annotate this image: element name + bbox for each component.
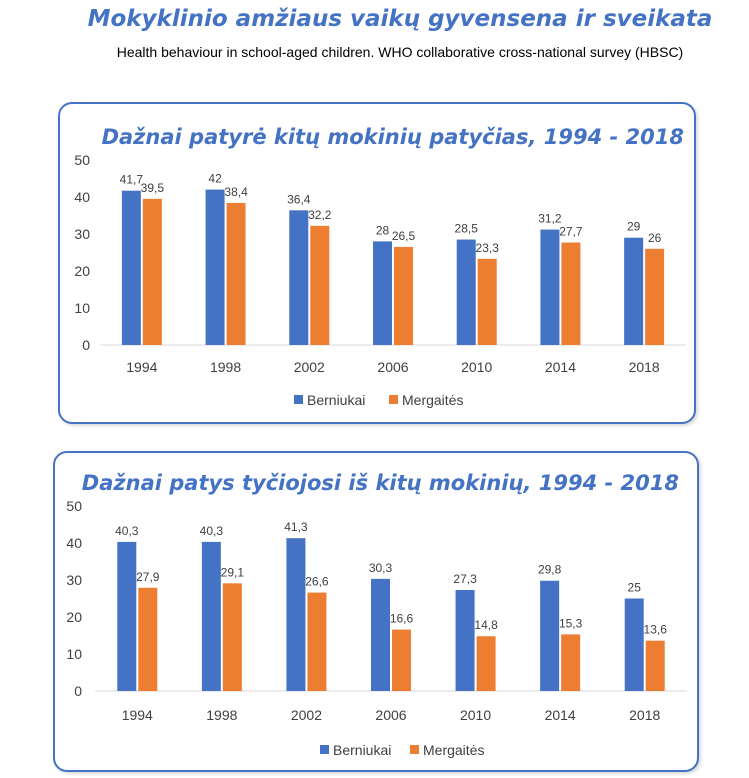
category-label: 2006 xyxy=(377,359,408,375)
y-tick-label: 20 xyxy=(66,609,82,625)
page-subtitle: Health behaviour in school-aged children… xyxy=(116,44,684,60)
legend-label: Mergaitės xyxy=(402,392,463,408)
data-label: 41,3 xyxy=(284,520,308,534)
y-tick-label: 40 xyxy=(74,189,90,205)
data-label: 41,7 xyxy=(120,173,144,187)
data-label: 28,5 xyxy=(455,222,479,236)
bar-berniukai xyxy=(373,241,392,345)
category-label: 2010 xyxy=(460,707,491,723)
data-label: 38,4 xyxy=(224,185,248,199)
data-label: 30,3 xyxy=(369,561,393,575)
data-label: 27,7 xyxy=(559,225,583,239)
category-label: 1998 xyxy=(206,707,237,723)
data-label: 42 xyxy=(208,172,222,186)
bar-mergaites xyxy=(310,225,330,345)
bar-berniukai xyxy=(540,229,560,345)
data-label: 26,6 xyxy=(305,575,329,589)
data-label: 25 xyxy=(628,581,642,595)
bar-berniukai xyxy=(456,239,476,345)
data-label: 26 xyxy=(648,231,662,245)
data-label: 29,8 xyxy=(538,563,562,577)
legend-label: Berniukai xyxy=(333,742,391,758)
page-title: Mokyklinio amžiaus vaikų gyvensena ir sv… xyxy=(87,6,713,32)
y-tick-label: 0 xyxy=(82,337,90,353)
legend-swatch xyxy=(294,395,303,404)
data-label: 39,5 xyxy=(141,181,165,195)
category-label: 1994 xyxy=(122,707,153,723)
bar-berniukai xyxy=(624,598,644,691)
category-label: 2014 xyxy=(545,359,576,375)
data-label: 13,6 xyxy=(644,623,668,637)
y-tick-label: 30 xyxy=(66,572,82,588)
category-label: 1998 xyxy=(210,359,241,375)
data-label: 29 xyxy=(627,220,641,234)
bar-mergaites xyxy=(392,629,411,691)
bar-berniukai xyxy=(205,189,225,345)
data-label: 28 xyxy=(376,223,390,237)
data-label: 31,2 xyxy=(538,212,562,226)
bar-mergaites xyxy=(222,583,242,691)
chart-bullied: Dažnai patyrė kitų mokinių patyčias, 199… xyxy=(74,125,686,408)
bar-mergaites xyxy=(142,198,162,345)
y-tick-label: 10 xyxy=(74,300,90,316)
y-tick-label: 30 xyxy=(74,226,90,242)
chart-bullying-others: Dažnai patys tyčiojosi iš kitų mokinių, … xyxy=(66,471,687,758)
category-label: 2018 xyxy=(629,707,660,723)
data-label: 16,6 xyxy=(390,612,414,626)
bar-mergaites xyxy=(307,592,327,691)
category-label: 2010 xyxy=(461,359,492,375)
data-label: 15,3 xyxy=(559,616,583,630)
category-label: 2014 xyxy=(545,707,576,723)
bar-berniukai xyxy=(455,589,475,691)
bar-berniukai xyxy=(121,190,141,345)
chart-title: Dažnai patyrė kitų mokinių patyčias, 199… xyxy=(102,125,684,149)
bar-mergaites xyxy=(561,242,581,345)
y-tick-label: 50 xyxy=(74,152,90,168)
bar-mergaites xyxy=(645,248,665,345)
y-tick-label: 40 xyxy=(66,535,82,551)
chart-title: Dažnai patys tyčiojosi iš kitų mokinių, … xyxy=(82,471,679,495)
bar-mergaites xyxy=(476,636,496,691)
y-tick-label: 20 xyxy=(74,263,90,279)
legend-swatch xyxy=(389,395,398,404)
data-label: 36,4 xyxy=(287,192,311,206)
bar-mergaites xyxy=(394,246,413,345)
data-label: 26,5 xyxy=(392,229,416,243)
category-label: 2006 xyxy=(375,707,406,723)
bar-mergaites xyxy=(477,258,497,345)
bar-mergaites xyxy=(138,587,158,691)
bar-mergaites xyxy=(561,634,581,691)
data-label: 27,9 xyxy=(136,570,160,584)
chart-panel-bullied: Dažnai patyrė kitų mokinių patyčias, 199… xyxy=(58,102,696,424)
data-label: 40,3 xyxy=(200,524,224,538)
category-label: 2002 xyxy=(294,359,325,375)
y-tick-label: 50 xyxy=(66,498,82,514)
legend-label: Berniukai xyxy=(307,392,365,408)
legend-label: Mergaitės xyxy=(423,742,484,758)
data-label: 29,1 xyxy=(221,565,245,579)
data-label: 40,3 xyxy=(115,524,139,538)
bar-berniukai xyxy=(117,541,137,691)
data-label: 14,8 xyxy=(474,618,498,632)
bar-berniukai xyxy=(289,210,309,345)
chart-panel-bullying-others: Dažnai patys tyčiojosi iš kitų mokinių, … xyxy=(53,451,699,772)
data-label: 23,3 xyxy=(476,241,500,255)
category-label: 1994 xyxy=(126,359,157,375)
legend-swatch xyxy=(320,745,329,754)
bar-berniukai xyxy=(201,541,221,691)
bar-berniukai xyxy=(624,237,644,345)
data-label: 32,2 xyxy=(308,208,332,222)
data-label: 27,3 xyxy=(453,572,477,586)
y-tick-label: 10 xyxy=(66,646,82,662)
bar-mergaites xyxy=(226,202,246,345)
bar-berniukai xyxy=(371,578,390,691)
category-label: 2018 xyxy=(629,359,660,375)
legend-swatch xyxy=(410,745,419,754)
bar-berniukai xyxy=(286,538,306,691)
bar-mergaites xyxy=(645,640,665,691)
y-tick-label: 0 xyxy=(74,683,82,699)
bar-berniukai xyxy=(540,580,560,691)
category-label: 2002 xyxy=(291,707,322,723)
